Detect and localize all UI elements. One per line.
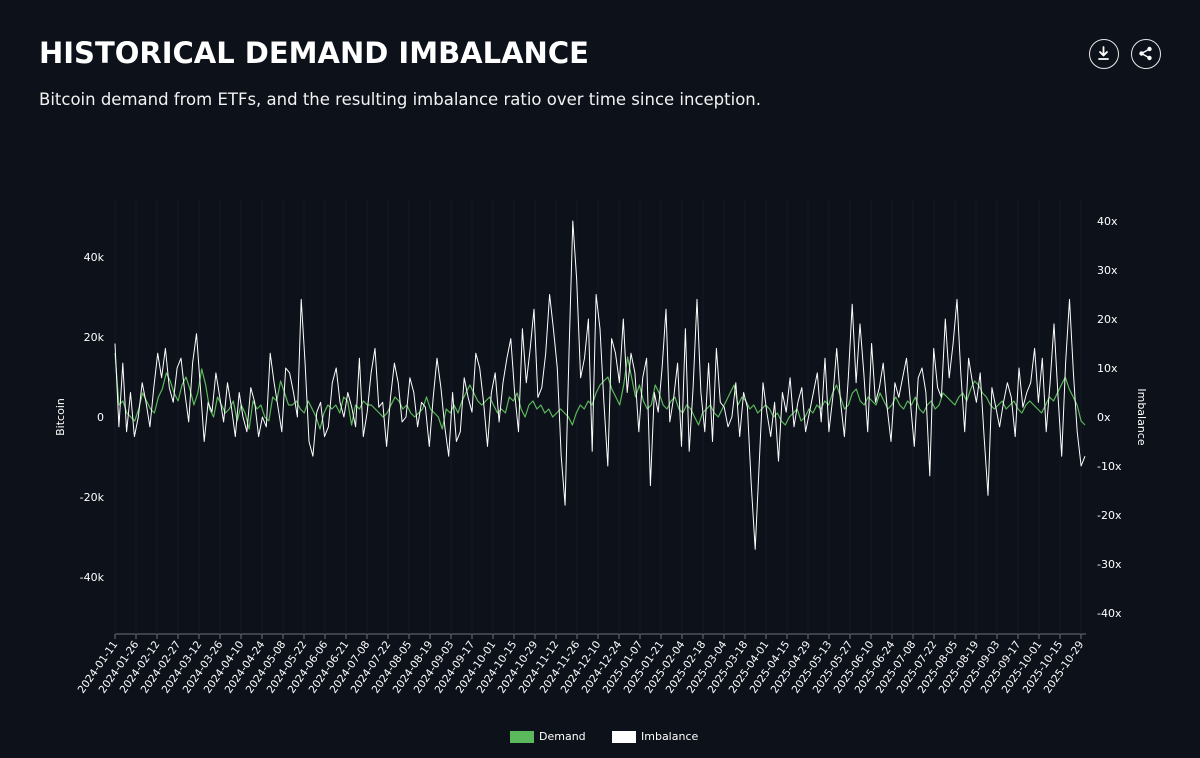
y-left-tick-label: 20k <box>84 331 105 344</box>
y-right-tick-label: -30x <box>1097 558 1122 571</box>
legend-label-imbalance[interactable]: Imbalance <box>641 730 699 743</box>
y-left-tick-label: -40k <box>80 571 105 584</box>
download-button[interactable] <box>1089 39 1119 69</box>
demand-line <box>114 352 1086 430</box>
series-imbalance <box>114 220 1086 550</box>
legend-swatch-imbalance <box>612 731 636 743</box>
share-icon <box>1139 46 1152 61</box>
y-right-tick-label: 40x <box>1097 215 1118 228</box>
y-left-tick-label: -20k <box>80 491 105 504</box>
y-right-tick-label: -20x <box>1097 509 1122 522</box>
page-title: HISTORICAL DEMAND IMBALANCE <box>39 36 589 70</box>
y-left-tick-label: 40k <box>84 251 105 264</box>
y-right-tick-label: -10x <box>1097 460 1122 473</box>
legend-label-demand[interactable]: Demand <box>539 730 586 743</box>
y-axis-label-right: Imbalance <box>1135 388 1148 445</box>
y-right-tick-label: 0x <box>1097 411 1111 424</box>
y-right-tick-label: 30x <box>1097 264 1118 277</box>
y-left-axis: 40k 20k 0 -20k -40k <box>80 251 105 584</box>
series-demand <box>114 352 1086 430</box>
imbalance-line <box>114 220 1086 550</box>
y-right-tick-label: 20x <box>1097 313 1118 326</box>
page-subtitle: Bitcoin demand from ETFs, and the result… <box>39 90 761 109</box>
y-right-axis: 40x 30x 20x 10x 0x -10x -20x -30x -40x <box>1097 215 1122 620</box>
chart-grid <box>114 200 1086 635</box>
y-left-tick-label: 0 <box>97 411 104 424</box>
x-axis: 2024-01-112024-01-262024-02-122024-02-27… <box>76 634 1086 696</box>
y-axis-label-left: Bitcoin <box>54 398 67 436</box>
share-button[interactable] <box>1131 39 1161 69</box>
y-right-tick-label: -40x <box>1097 607 1122 620</box>
download-icon <box>1098 46 1109 60</box>
legend-swatch-demand <box>510 731 534 743</box>
y-right-tick-label: 10x <box>1097 362 1118 375</box>
